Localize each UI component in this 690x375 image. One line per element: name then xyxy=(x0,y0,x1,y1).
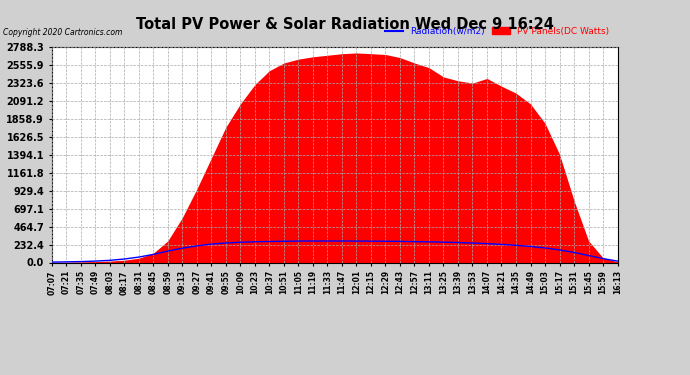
Text: Copyright 2020 Cartronics.com: Copyright 2020 Cartronics.com xyxy=(3,28,123,37)
Legend: Radiation(w/m2), PV Panels(DC Watts): Radiation(w/m2), PV Panels(DC Watts) xyxy=(382,23,613,40)
Text: Total PV Power & Solar Radiation Wed Dec 9 16:24: Total PV Power & Solar Radiation Wed Dec… xyxy=(136,17,554,32)
